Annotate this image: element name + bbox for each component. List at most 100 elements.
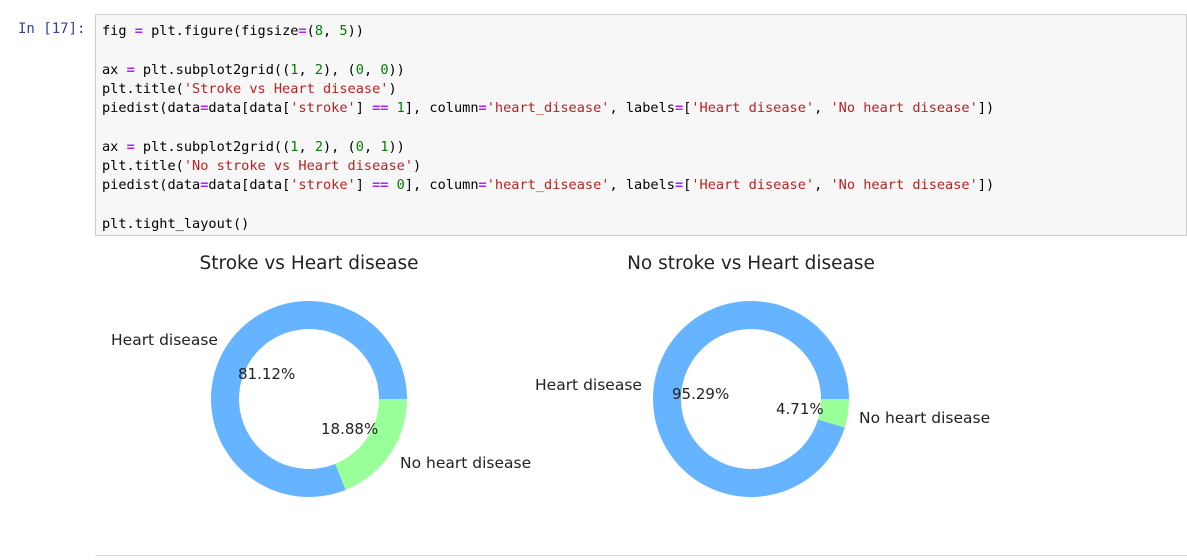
code-token: = (478, 177, 487, 194)
code-token: ), ( (323, 138, 356, 155)
code-token: 0 (355, 61, 364, 78)
code-token: = (674, 177, 684, 194)
code-token: , (323, 23, 340, 39)
code-token: , (814, 100, 831, 117)
pct-label-no-heart-disease: 18.88% (321, 420, 378, 438)
code-token: ]) (977, 100, 995, 117)
chart-title: Stroke vs Heart disease (200, 253, 419, 274)
code-token: 'No heart disease' (830, 177, 978, 194)
code-token: ax (102, 138, 127, 155)
code-token: = (478, 100, 487, 117)
code-token: [ (683, 100, 692, 117)
code-line[interactable]: plt.title('Stroke vs Heart disease') (102, 80, 994, 99)
code-line[interactable]: piedist(data=data[data['stroke'] == 0], … (102, 176, 994, 195)
code-token (388, 177, 396, 193)
code-token: 1 (396, 100, 405, 117)
figure-output: Stroke vs Heart disease Heart disease No… (111, 253, 990, 498)
code-token: ) (388, 80, 397, 97)
code-token: 'stroke' (290, 177, 356, 194)
pct-label-no-heart-disease: 4.71% (776, 400, 824, 418)
code-line[interactable]: plt.tight_layout() (102, 215, 994, 234)
code-line[interactable]: ​ (102, 41, 994, 60)
code-token: 1 (290, 61, 299, 78)
code-token: plt.subplot2grid(( (134, 138, 291, 155)
slice-label-heart-disease: Heart disease (535, 376, 642, 394)
code-line[interactable]: ax = plt.subplot2grid((1, 2), (0, 0)) (102, 61, 994, 80)
code-token: 'heart_disease' (486, 177, 610, 194)
code-token: piedist(data (102, 177, 201, 194)
code-token: = (126, 61, 135, 78)
code-token: 'Heart disease' (691, 177, 815, 194)
code-token: 0 (396, 177, 405, 194)
code-token: , labels (609, 177, 675, 194)
cell-output: Stroke vs Heart disease Heart disease No… (95, 240, 1187, 540)
chart-no-stroke-vs-heart-disease: No stroke vs Heart disease Heart disease… (535, 253, 990, 498)
slice-label-no-heart-disease: No heart disease (400, 454, 531, 472)
code-token: )) (388, 61, 405, 78)
code-token: == (372, 177, 389, 194)
code-token: 0 (380, 61, 389, 78)
code-token: = (674, 100, 684, 117)
code-token: )) (347, 23, 364, 39)
code-token: ], column (404, 177, 479, 194)
code-token: 'Stroke vs Heart disease' (183, 80, 389, 97)
code-line[interactable]: fig = plt.figure(figsize=(8, 5)) (102, 22, 994, 41)
code-token: , (363, 138, 381, 155)
code-token: 'heart_disease' (486, 100, 610, 117)
code-token: ) (413, 158, 422, 175)
code-token: = (200, 177, 209, 194)
code-token: ] (355, 100, 373, 117)
code-token: 2 (314, 138, 323, 155)
code-token: plt.title( (102, 158, 184, 175)
code-token: ] (355, 177, 373, 194)
code-token: = (298, 23, 307, 39)
code-token: , labels (609, 100, 675, 117)
code-line[interactable]: plt.title('No stroke vs Heart disease') (102, 157, 994, 176)
pct-label-heart-disease: 81.12% (238, 365, 295, 383)
slice-label-heart-disease: Heart disease (111, 331, 218, 349)
pie-slice-no-heart-disease (335, 399, 407, 490)
code-token: [ (683, 177, 692, 194)
code-token: 1 (290, 138, 299, 155)
code-token: , (298, 138, 315, 155)
code-token: plt.tight_layout() (102, 215, 250, 232)
chart-stroke-vs-heart-disease: Stroke vs Heart disease Heart disease No… (111, 253, 531, 497)
code-token: data[data[ (208, 177, 291, 194)
code-token: ( (306, 23, 315, 39)
code-editor[interactable]: fig = plt.figure(figsize=(8, 5))​ax = pl… (102, 22, 994, 234)
code-token: 'stroke' (290, 100, 356, 117)
code-token: plt.title( (102, 80, 184, 97)
code-token: )) (388, 138, 405, 155)
code-token: , (298, 61, 315, 78)
code-token: 0 (355, 138, 364, 155)
code-token: , (814, 177, 831, 194)
chart-title: No stroke vs Heart disease (627, 253, 875, 274)
code-token: 1 (380, 138, 389, 155)
cell-divider (95, 555, 1187, 556)
code-token: ]) (977, 177, 995, 194)
code-token: 2 (314, 61, 323, 78)
code-token: 8 (314, 23, 323, 39)
code-token: plt.figure(figsize (142, 23, 299, 39)
code-cell[interactable]: fig = plt.figure(figsize=(8, 5))​ax = pl… (95, 14, 1187, 236)
code-token: piedist(data (102, 100, 201, 117)
code-token: = (126, 138, 135, 155)
code-token: 5 (339, 23, 348, 39)
code-token: 'No stroke vs Heart disease' (183, 158, 413, 175)
code-line[interactable]: ​ (102, 118, 994, 137)
code-line[interactable]: ​ (102, 196, 994, 215)
code-token (388, 100, 396, 116)
pie-slice-no-heart-disease (817, 399, 849, 428)
code-token: = (200, 100, 209, 117)
code-token: plt.subplot2grid(( (134, 61, 291, 78)
input-prompt: In [17]: (18, 21, 86, 37)
code-line[interactable]: piedist(data=data[data['stroke'] == 1], … (102, 99, 994, 118)
code-token: ], column (404, 100, 479, 117)
slice-label-no-heart-disease: No heart disease (859, 409, 990, 427)
code-line[interactable]: ax = plt.subplot2grid((1, 2), (0, 1)) (102, 138, 994, 157)
code-token: 'No heart disease' (830, 100, 978, 117)
code-token: 'Heart disease' (691, 100, 815, 117)
code-token: == (372, 100, 389, 117)
pct-label-heart-disease: 95.29% (672, 385, 729, 403)
code-token: = (134, 23, 143, 39)
